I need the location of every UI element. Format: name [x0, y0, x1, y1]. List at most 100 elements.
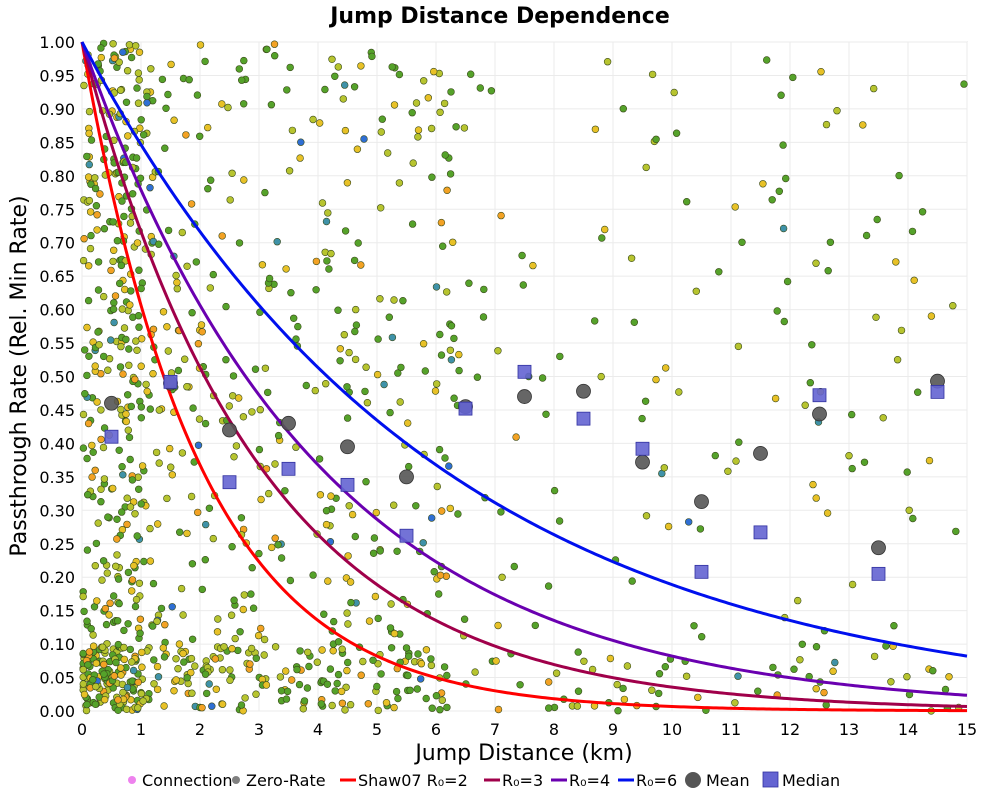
data-point	[103, 569, 112, 577]
data-point	[386, 408, 394, 417]
data-point	[130, 561, 138, 570]
data-point	[711, 451, 719, 460]
data-point	[312, 286, 320, 294]
data-point	[806, 379, 814, 387]
mean-marker	[104, 395, 119, 411]
data-point	[369, 656, 377, 664]
data-point	[460, 615, 469, 623]
data-point	[295, 680, 304, 689]
data-point	[377, 670, 385, 678]
data-point	[248, 408, 256, 416]
data-point	[113, 617, 122, 625]
data-point	[268, 543, 276, 552]
x-tick-label: 1	[136, 720, 146, 739]
data-point	[343, 414, 352, 422]
data-point	[692, 287, 700, 295]
data-point	[471, 668, 479, 676]
data-point	[435, 445, 444, 454]
data-point	[424, 94, 432, 102]
data-point	[544, 678, 553, 686]
data-point	[331, 72, 339, 81]
data-point	[146, 184, 154, 192]
data-point	[395, 179, 404, 187]
data-point	[140, 557, 148, 566]
data-point	[960, 80, 968, 88]
data-point	[357, 671, 365, 679]
data-point	[98, 576, 106, 584]
legend: Connection Zero-Rate Shaw07 R₀=2 R₀=3 R₀=4 R₀…	[128, 771, 840, 790]
data-point	[138, 648, 146, 657]
data-point	[283, 86, 291, 94]
data-point	[197, 321, 206, 329]
data-point	[107, 266, 115, 275]
data-point	[428, 514, 436, 522]
data-point	[373, 370, 382, 379]
data-point	[174, 664, 182, 673]
data-point	[137, 414, 146, 422]
data-point	[138, 663, 146, 671]
data-point	[374, 335, 382, 343]
chart-title: Jump Distance Dependence	[328, 4, 670, 29]
data-point	[132, 42, 140, 50]
data-point	[318, 646, 326, 654]
data-point	[859, 121, 867, 129]
data-point	[440, 99, 449, 108]
data-point	[419, 539, 427, 547]
data-point	[120, 324, 129, 332]
data-point	[872, 313, 880, 321]
data-point	[396, 398, 404, 406]
data-point	[114, 575, 123, 583]
data-point	[614, 706, 622, 715]
data-point	[149, 579, 158, 588]
data-point	[414, 133, 422, 141]
data-point	[390, 629, 399, 638]
data-point	[101, 604, 110, 613]
data-point	[436, 108, 444, 117]
data-point	[431, 387, 440, 395]
legend-swatch	[762, 771, 779, 788]
data-point	[345, 348, 353, 357]
data-point	[111, 292, 120, 300]
data-point	[672, 129, 681, 137]
data-point	[172, 655, 180, 663]
data-point	[361, 387, 369, 396]
x-tick-label: 13	[839, 720, 859, 739]
data-point	[150, 680, 158, 688]
data-point	[288, 126, 297, 135]
data-point	[110, 318, 118, 327]
data-point	[357, 261, 365, 269]
data-point	[198, 703, 206, 712]
data-point	[479, 313, 488, 321]
data-point	[83, 454, 91, 463]
data-point	[173, 278, 181, 287]
data-point	[421, 367, 429, 375]
y-tick-label: 0.05	[39, 669, 75, 688]
data-point	[109, 246, 118, 255]
data-point	[648, 70, 657, 79]
data-point	[98, 643, 107, 651]
y-axis-label: Passthrough Rate (Rel. Min Rate)	[7, 195, 32, 556]
data-point	[264, 388, 272, 397]
data-point	[282, 265, 290, 273]
data-point	[136, 629, 144, 637]
data-point	[627, 254, 636, 262]
data-point	[85, 352, 93, 360]
data-point	[142, 380, 150, 389]
data-point	[436, 330, 444, 339]
data-point	[152, 448, 161, 457]
data-point	[133, 532, 141, 540]
data-point	[134, 704, 142, 712]
data-point	[544, 582, 553, 590]
mean-marker	[635, 454, 650, 470]
data-point	[498, 573, 506, 581]
data-point	[879, 414, 887, 422]
data-point	[395, 70, 404, 79]
data-point	[119, 471, 127, 479]
data-point	[281, 487, 289, 495]
data-point	[378, 115, 386, 123]
data-point	[435, 590, 443, 598]
data-point	[227, 611, 236, 619]
data-point	[454, 510, 462, 518]
median-marker	[871, 566, 886, 581]
data-point	[664, 522, 673, 531]
